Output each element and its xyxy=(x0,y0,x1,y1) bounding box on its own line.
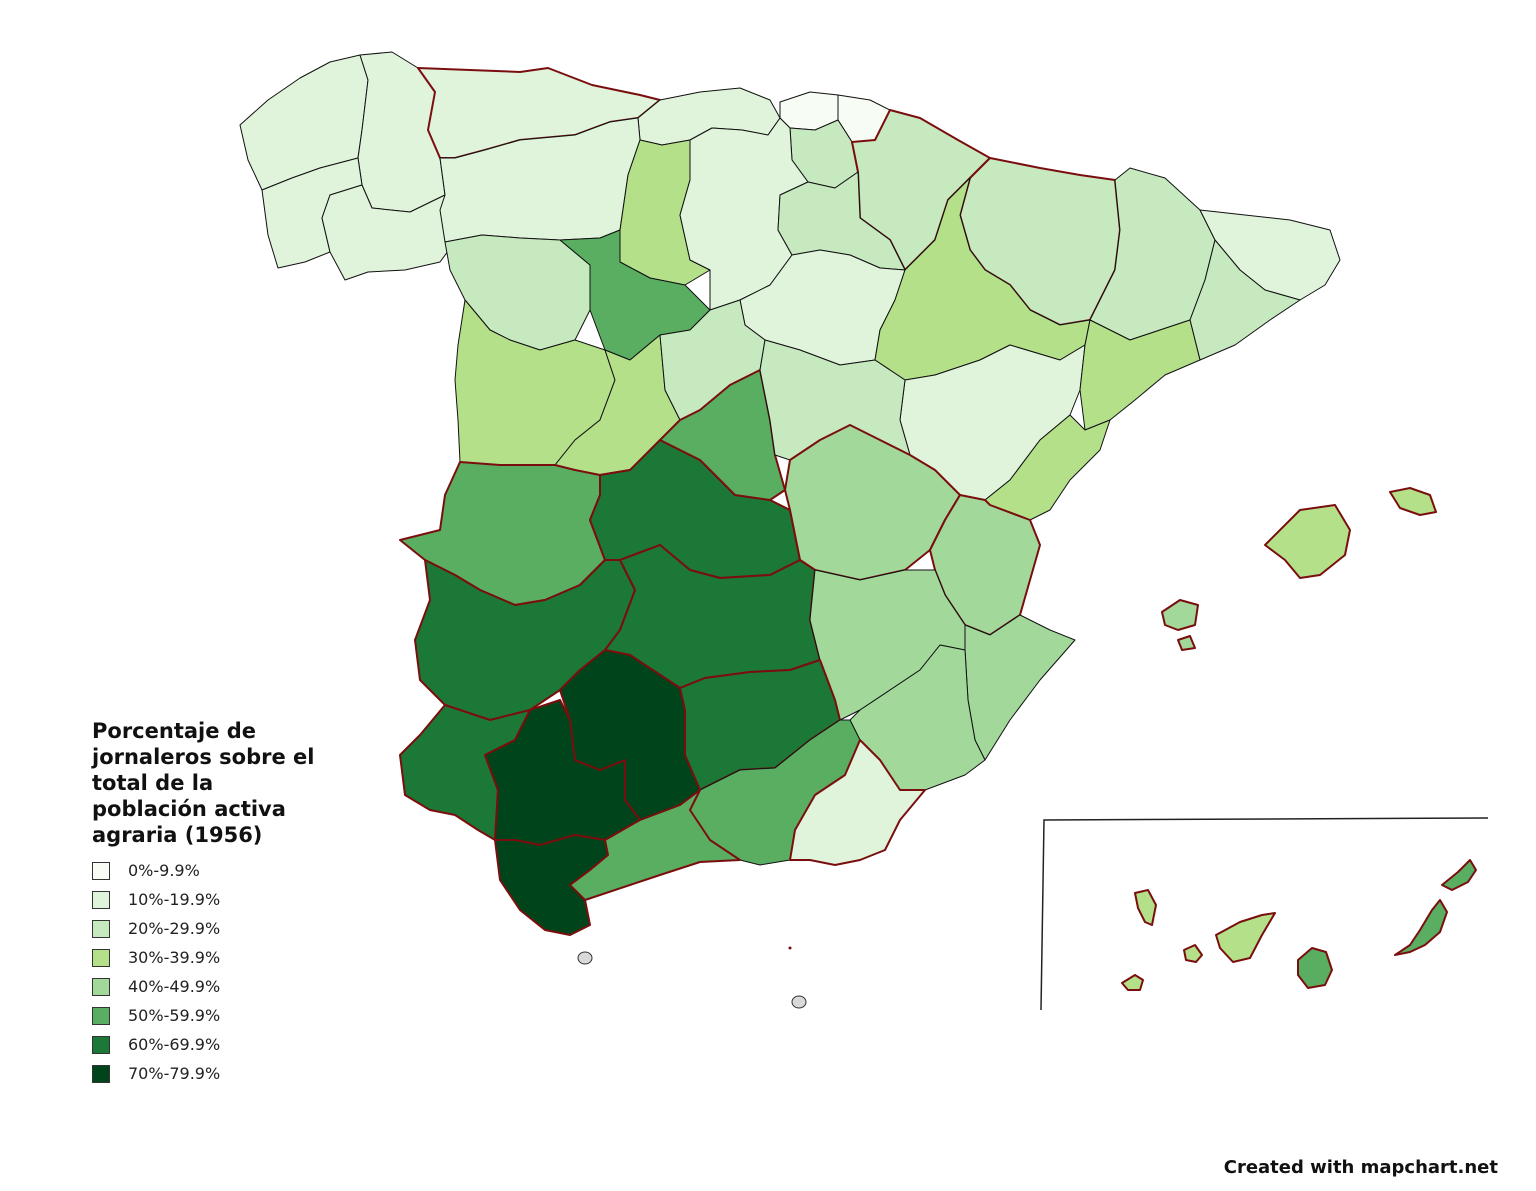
legend-label: 50%-59.9% xyxy=(128,1006,221,1025)
north-africa-cities xyxy=(577,951,807,1009)
melilla-dot-small xyxy=(788,946,792,950)
legend-item: 50%-59.9% xyxy=(92,1001,332,1030)
island-mallorca[interactable] xyxy=(1264,504,1351,579)
legend-swatch xyxy=(92,1035,110,1054)
province-alicante[interactable] xyxy=(964,614,1076,761)
legend-item: 60%-69.9% xyxy=(92,1030,332,1059)
island-formentera[interactable] xyxy=(1177,635,1196,651)
island-lanzarote[interactable] xyxy=(1441,859,1477,891)
legend-item: 40%-49.9% xyxy=(92,972,332,1001)
legend-title: Porcentaje de jornaleros sobre el total … xyxy=(92,719,315,847)
island-ibiza[interactable] xyxy=(1161,599,1199,631)
legend-label: 60%-69.9% xyxy=(128,1035,221,1054)
ceuta-marker xyxy=(577,951,593,965)
island-fuerteventura[interactable] xyxy=(1394,899,1448,956)
legend-swatch xyxy=(92,948,110,967)
province-malaga[interactable] xyxy=(569,789,741,901)
province-barcelona[interactable] xyxy=(1189,239,1301,361)
legend-label: 70%-79.9% xyxy=(128,1064,221,1083)
inset-frame xyxy=(1040,817,1489,1011)
island-la-palma[interactable] xyxy=(1134,889,1157,926)
balearic-islands xyxy=(1161,487,1437,651)
legend-label: 10%-19.9% xyxy=(128,890,221,909)
legend-label: 40%-49.9% xyxy=(128,977,221,996)
legend-label: 30%-39.9% xyxy=(128,948,221,967)
island-gran-canaria[interactable] xyxy=(1297,947,1333,989)
legend-item: 20%-29.9% xyxy=(92,914,332,943)
legend-swatch xyxy=(92,1006,110,1025)
island-el-hierro[interactable] xyxy=(1121,974,1144,991)
legend-item: 10%-19.9% xyxy=(92,885,332,914)
legend-item: 70%-79.9% xyxy=(92,1059,332,1088)
mainland-provinces xyxy=(239,51,1341,936)
canary-islands-inset xyxy=(1040,817,1489,1011)
legend-swatch xyxy=(92,919,110,938)
legend-list: 0%-9.9% 10%-19.9% 20%-29.9% 30%-39.9% 40… xyxy=(92,856,332,1088)
legend-label: 20%-29.9% xyxy=(128,919,221,938)
legend-swatch xyxy=(92,861,110,880)
legend-swatch xyxy=(92,1064,110,1083)
legend-item: 30%-39.9% xyxy=(92,943,332,972)
legend-swatch xyxy=(92,890,110,909)
province-almeria[interactable] xyxy=(789,739,926,866)
island-menorca[interactable] xyxy=(1389,487,1437,516)
legend-label: 0%-9.9% xyxy=(128,861,200,880)
legend-swatch xyxy=(92,977,110,996)
province-tarragona[interactable] xyxy=(1079,319,1201,431)
legend: Porcentaje de jornaleros sobre el total … xyxy=(92,718,332,1088)
melilla-marker xyxy=(791,995,807,1009)
mapchart-credit: Created with mapchart.net xyxy=(1223,1157,1498,1178)
island-tenerife[interactable] xyxy=(1215,912,1276,963)
legend-item: 0%-9.9% xyxy=(92,856,332,885)
island-la-gomera[interactable] xyxy=(1183,944,1203,963)
